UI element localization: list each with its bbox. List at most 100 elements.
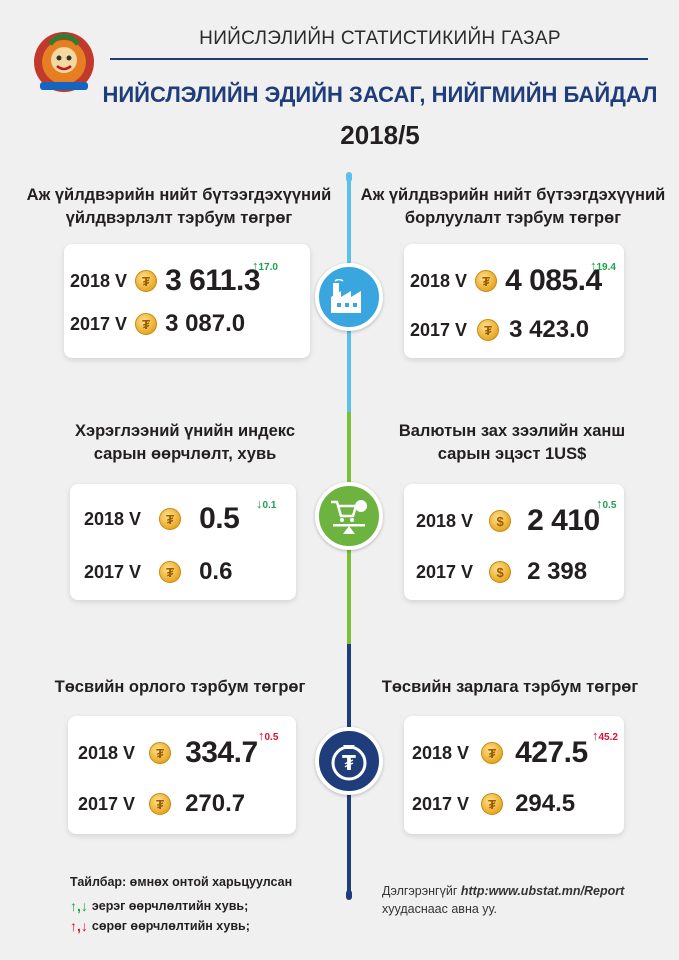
fx-previous-row: 2017 V $ 2 398 [416,558,587,586]
svg-text:₮: ₮ [342,751,356,775]
change-badge: ↑45.2 [592,728,618,743]
ind-sales-card: 2018 V ₮ 4 085.4 ↑19.4 2017 V ₮ 3 423.0 [404,244,624,358]
arrow-up-icon: ↑ [258,728,265,743]
organization-name: НИЙСЛЭЛИЙН СТАТИСТИКИЙН ГАЗАР [199,28,561,49]
ind-output-current-row: 2018 V ₮ 3 611.3 [70,264,260,298]
legend-negative-label: сөрөг өөрчлөлтийн хувь; [91,919,250,933]
fx-heading-line2: сарын эцэст 1US$ [437,445,587,463]
expense-card: 2018 V ₮ 427.5 ↑45.2 2017 V ₮ 294.5 [404,716,624,834]
revenue-heading: Төсвийн орлого тэрбум төгрөг [30,676,330,699]
previous-value: 294.5 [515,790,576,817]
year-label: 2018 V [416,510,474,531]
previous-value: 2 398 [527,558,588,585]
revenue-current-row: 2018 V ₮ 334.7 [78,736,258,770]
expense-heading-line1: Төсвийн зарлага тэрбум төгрөг [381,678,639,696]
current-value: 334.7 [185,736,258,769]
ind-output-heading: Аж үйлдвэрийн нийт бүтээгдэхүүний үйлдвэ… [20,184,338,230]
arrow-down-icon: ↓ [256,496,263,511]
ind-sales-current-row: 2018 V ₮ 4 085.4 [410,264,602,298]
factory-icon [315,263,383,331]
shopping-cart-scale-icon [315,482,383,550]
current-value: 0.5 [199,502,240,535]
year-label: 2017 V [410,319,468,340]
tugrik-coin-icon: ₮ [159,561,182,583]
dollar-coin-icon: $ [489,510,512,532]
dollar-coin-icon: $ [489,561,512,583]
cpi-card: 2018 V ₮ 0.5 ↓0.1 2017 V ₮ 0.6 [70,484,296,600]
ind-sales-heading-line2: борлуулалт тэрбум төгрөг [404,209,622,227]
revenue-previous-row: 2017 V ₮ 270.7 [78,790,245,818]
change-badge: ↑19.4 [590,258,616,273]
current-value: 3 611.3 [165,264,260,297]
ind-output-card: 2018 V ₮ 3 611.3 ↑17.0 2017 V ₮ 3 087.0 [64,244,310,358]
previous-value: 3 423.0 [509,316,590,343]
tugrik-coin-icon: ₮ [135,313,158,335]
more-info-suffix: хуудаснаас авна уу. [382,902,498,916]
tugrik-coin-icon: ₮ [481,742,504,764]
year-label: 2018 V [84,508,142,529]
change-badge: ↑17.0 [252,258,278,273]
change-value: 0.1 [262,500,277,511]
expense-previous-row: 2017 V ₮ 294.5 [412,790,575,818]
change-badge: ↓0.1 [256,496,276,511]
change-value: 0.5 [602,500,617,511]
legend-negative: ↑,↓ сөрөг өөрчлөлтийн хувь; [70,918,250,934]
current-value: 427.5 [515,736,588,769]
money-bag-tugrik-icon: ₮ [315,727,383,795]
fx-heading-line1: Валютын зах зээлийн ханш [398,422,626,440]
tugrik-coin-icon: ₮ [477,319,500,341]
report-period: 2018/5 [340,120,420,150]
fx-current-row: 2018 V $ 2 410 [416,504,600,538]
expense-current-row: 2018 V ₮ 427.5 [412,736,588,770]
cpi-current-row: 2018 V ₮ 0.5 [84,502,240,536]
fx-card: 2018 V $ 2 410 ↑0.5 2017 V $ 2 398 [404,484,624,600]
report-link[interactable]: http:www.ubstat.mn/Report [460,884,625,898]
fx-heading: Валютын зах зээлийн ханш сарын эцэст 1US… [362,420,662,466]
tugrik-coin-icon: ₮ [475,270,498,292]
year-label: 2017 V [78,793,136,814]
year-label: 2018 V [78,742,136,763]
more-info-note: Дэлгэрэнгүйг http:www.ubstat.mn/Report х… [382,882,624,918]
previous-value: 0.6 [199,558,233,585]
arrow-up-icon: ↑ [252,258,259,273]
header-divider [110,58,648,60]
capital-city-emblem-icon [28,24,100,96]
revenue-heading-line1: Төсвийн орлого тэрбум төгрөг [54,678,306,696]
cpi-previous-row: 2017 V ₮ 0.6 [84,558,232,586]
tugrik-coin-icon: ₮ [135,270,158,292]
cpi-heading: Хэрэглээний үнийн индекс сарын өөрчлөлт,… [40,420,330,466]
year-label: 2018 V [410,270,468,291]
change-value: 0.5 [264,732,279,743]
tugrik-coin-icon: ₮ [481,793,504,815]
previous-value: 3 087.0 [165,310,246,337]
tugrik-coin-icon: ₮ [149,793,172,815]
tugrik-coin-icon: ₮ [159,508,182,530]
ind-output-heading-line1: Аж үйлдвэрийн нийт бүтээгдэхүүний [26,186,332,204]
expense-heading: Төсвийн зарлага тэрбум төгрөг [360,676,660,699]
cpi-heading-line2: сарын өөрчлөлт, хувь [93,445,277,463]
ind-output-heading-line2: үйлдвэрлэлт тэрбум төгрөг [65,209,293,227]
ind-output-previous-row: 2017 V ₮ 3 087.0 [70,310,245,338]
change-value: 19.4 [596,262,616,273]
legend-title: Тайлбар: өмнөх онтой харьцуулсан [70,875,293,889]
page-title: НИЙСЛЭЛИЙН ЭДИЙН ЗАСАГ, НИЙГМИЙН БАЙДАЛ [102,82,658,107]
year-label: 2017 V [70,313,128,334]
current-value: 2 410 [527,504,600,537]
legend-positive-label: эерэг өөрчлөлтийн хувь; [91,899,249,913]
current-value: 4 085.4 [505,264,602,297]
previous-value: 270.7 [185,790,246,817]
legend-positive: ↑,↓ эерэг өөрчлөлтийн хувь; [70,898,248,914]
arrow-up-down-red-icon: ↑,↓ [70,918,88,934]
revenue-card: 2018 V ₮ 334.7 ↑0.5 2017 V ₮ 270.7 [68,716,296,834]
more-info-prefix: Дэлгэрэнгүйг [382,884,458,898]
ind-sales-previous-row: 2017 V ₮ 3 423.0 [410,316,589,344]
arrow-up-icon: ↑ [596,496,603,511]
year-label: 2017 V [84,561,142,582]
year-label: 2018 V [70,270,128,291]
change-badge: ↑0.5 [258,728,278,743]
change-value: 45.2 [598,732,618,743]
arrow-up-icon: ↑ [592,728,599,743]
arrow-up-down-green-icon: ↑,↓ [70,898,88,914]
ind-sales-heading-line1: Аж үйлдвэрийн нийт бүтээгдэхүүний [360,186,666,204]
tugrik-coin-icon: ₮ [149,742,172,764]
